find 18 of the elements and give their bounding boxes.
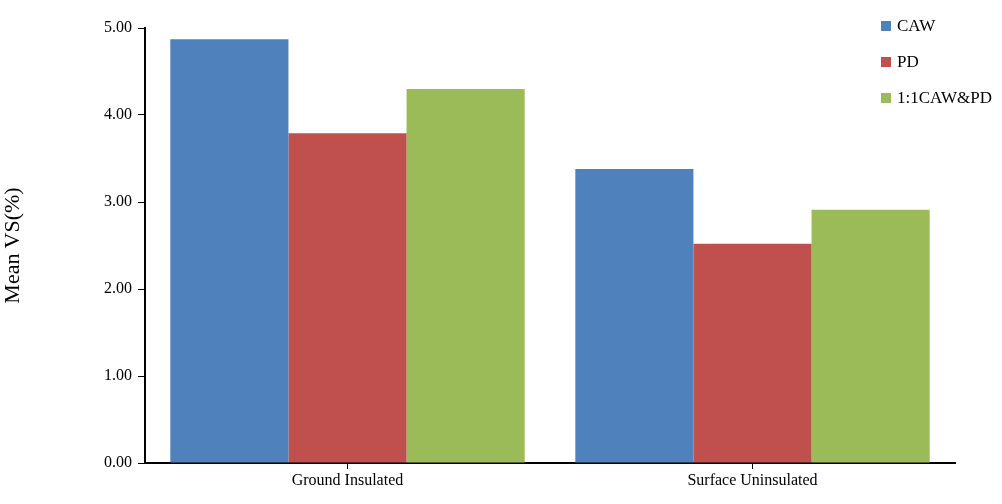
- legend-label: 1:1CAW&PD: [897, 88, 993, 108]
- y-tick-label: 0.00: [104, 453, 132, 471]
- legend-label: CAW: [897, 16, 937, 36]
- bar: [170, 39, 289, 463]
- bar: [288, 133, 407, 463]
- y-axis-title: Mean VS(%): [0, 187, 24, 304]
- x-tick-label: Surface Uninsulated: [687, 470, 818, 488]
- bar: [406, 88, 525, 463]
- y-tick-label: 3.00: [104, 192, 132, 210]
- bar: [811, 209, 930, 463]
- legend-label: PD: [897, 52, 919, 72]
- y-tick-label: 5.00: [104, 18, 132, 36]
- y-tick-label: 1.00: [104, 366, 132, 384]
- x-tick-label: Ground Insulated: [291, 470, 404, 488]
- y-tick-label: 4.00: [104, 105, 132, 123]
- y-tick-label: 2.00: [104, 279, 132, 297]
- bar: [693, 243, 812, 463]
- bar: [575, 168, 694, 463]
